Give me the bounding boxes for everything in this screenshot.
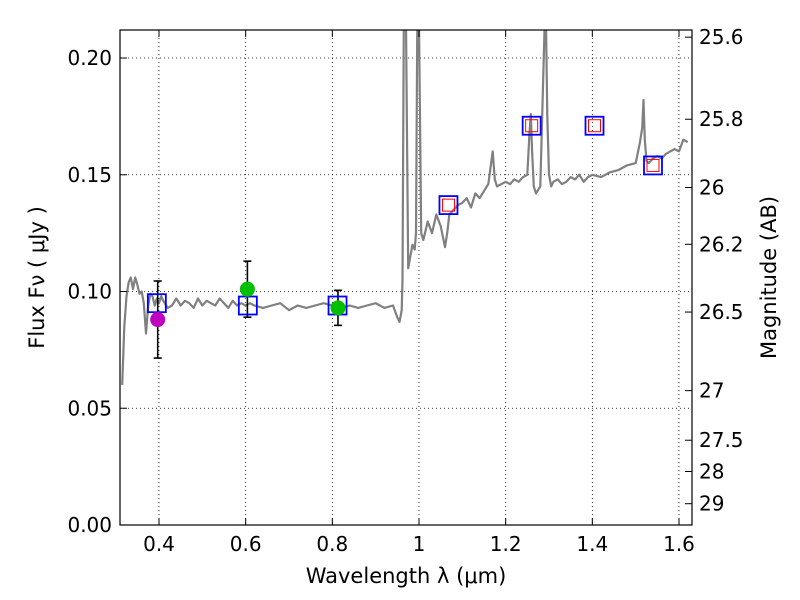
- model-box-marker: [643, 155, 663, 176]
- model-box-marker: [438, 195, 459, 216]
- spectrum-line: [121, 30, 689, 385]
- spectrum-series: [121, 30, 689, 385]
- plot-frame: [119, 29, 693, 526]
- y-tick-label: 0.05: [67, 396, 112, 420]
- model-photometry-boxes: [146, 115, 663, 316]
- right-tick-label: 26: [699, 176, 724, 200]
- y-tick-label: 0.15: [67, 163, 112, 187]
- right-tick-label: 26.2: [699, 232, 744, 256]
- x-tick-label: 1: [413, 532, 426, 556]
- observed-point: [239, 281, 255, 297]
- model-box-inner-marker: [525, 119, 539, 133]
- observed-point: [330, 300, 346, 316]
- x-tick-label: 1.6: [663, 532, 695, 556]
- model-box-inner-marker: [441, 198, 455, 212]
- right-tick-label: 25.6: [699, 25, 744, 49]
- right-tick-label: 29: [699, 492, 724, 516]
- model-box-marker: [584, 115, 605, 136]
- x-axis-title: Wavelength λ (μm): [306, 564, 507, 588]
- right-tick-label: 26.5: [699, 300, 744, 324]
- x-tick-label: 0.4: [143, 532, 175, 556]
- x-tick-label: 1.4: [576, 532, 608, 556]
- observed-point: [150, 312, 166, 328]
- y-axis-ticks: 0.00 0.05 0.10 0.15 0.20: [67, 46, 127, 537]
- right-tick-label: 27.5: [699, 428, 744, 452]
- x-tick-label: 1.2: [490, 532, 522, 556]
- x-tick-label: 0.6: [230, 532, 262, 556]
- y-tick-label: 0.20: [67, 46, 112, 70]
- model-box-inner-marker: [588, 119, 601, 133]
- y-tick-label: 0.10: [67, 280, 112, 304]
- y-axis-title: Flux Fν ( μJy ): [25, 206, 49, 349]
- right-tick-label: 27: [699, 379, 724, 403]
- right-axis-title: Magnitude (AB): [757, 196, 781, 359]
- right-axis-ticks: 25.6 25.8 26 26.2 26.5 27 27.5 28 29: [685, 25, 744, 516]
- observed-photometry-points: [150, 281, 346, 328]
- x-axis-ticks: 0.4 0.6 0.8 1 1.2 1.4 1.6: [143, 30, 695, 556]
- x-tick-label: 0.8: [316, 532, 348, 556]
- right-tick-label: 25.8: [699, 107, 744, 131]
- errorbars: [153, 260, 342, 359]
- y-tick-label: 0.00: [67, 513, 112, 537]
- right-tick-label: 28: [699, 460, 724, 484]
- model-box-inner-marker: [646, 158, 660, 172]
- model-box-marker: [521, 115, 542, 136]
